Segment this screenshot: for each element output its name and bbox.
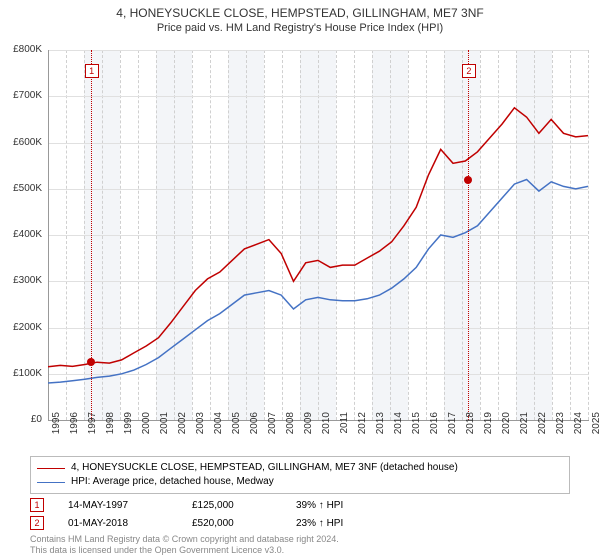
legend-swatch-property: [37, 468, 65, 469]
legend-item-hpi: HPI: Average price, detached house, Medw…: [37, 475, 563, 489]
xtick-label: 2013: [375, 412, 386, 452]
transaction-row: 2 01-MAY-2018 £520,000 23% ↑ HPI: [30, 514, 570, 532]
transaction-vs-hpi: 23% ↑ HPI: [296, 518, 343, 529]
ytick-label: £0: [0, 414, 42, 425]
xtick-label: 2014: [393, 412, 404, 452]
xtick-label: 1995: [51, 412, 62, 452]
xtick-label: 2004: [213, 412, 224, 452]
legend-label-property: 4, HONEYSUCKLE CLOSE, HEMPSTEAD, GILLING…: [71, 461, 458, 475]
chart-subtitle: Price paid vs. HM Land Registry's House …: [0, 22, 600, 34]
xtick-label: 2017: [447, 412, 458, 452]
transaction-marker: 1: [30, 498, 44, 512]
ytick-label: £800K: [0, 44, 42, 55]
xtick-label: 2023: [555, 412, 566, 452]
series-line-property: [48, 108, 588, 367]
xtick-label: 2015: [411, 412, 422, 452]
ytick-label: £400K: [0, 229, 42, 240]
legend-item-property: 4, HONEYSUCKLE CLOSE, HEMPSTEAD, GILLING…: [37, 461, 563, 475]
legend-swatch-hpi: [37, 482, 65, 483]
ytick-label: £600K: [0, 137, 42, 148]
marker-dot: [87, 358, 95, 366]
xtick-label: 2011: [339, 412, 350, 452]
series-line-hpi: [48, 180, 588, 384]
xtick-label: 1999: [123, 412, 134, 452]
ytick-label: £200K: [0, 322, 42, 333]
xtick-label: 2024: [573, 412, 584, 452]
xtick-label: 2001: [159, 412, 170, 452]
xtick-label: 2010: [321, 412, 332, 452]
ytick-label: £500K: [0, 183, 42, 194]
xtick-label: 2008: [285, 412, 296, 452]
xtick-label: 2019: [483, 412, 494, 452]
attribution-text: Contains HM Land Registry data © Crown c…: [30, 534, 339, 556]
xtick-label: 1997: [87, 412, 98, 452]
xtick-label: 2000: [141, 412, 152, 452]
ytick-label: £300K: [0, 275, 42, 286]
xtick-label: 2020: [501, 412, 512, 452]
marker-dot: [464, 176, 472, 184]
chart-plot-area: 12 £0£100K£200K£300K£400K£500K£600K£700K…: [48, 50, 588, 420]
xtick-label: 2007: [267, 412, 278, 452]
xtick-label: 2016: [429, 412, 440, 452]
xtick-label: 2005: [231, 412, 242, 452]
transaction-price: £125,000: [192, 500, 272, 511]
xtick-label: 2022: [537, 412, 548, 452]
chart-title: 4, HONEYSUCKLE CLOSE, HEMPSTEAD, GILLING…: [0, 0, 600, 20]
transaction-date: 14-MAY-1997: [68, 500, 168, 511]
ytick-label: £100K: [0, 368, 42, 379]
xtick-label: 2006: [249, 412, 260, 452]
xtick-label: 2003: [195, 412, 206, 452]
xtick-label: 2002: [177, 412, 188, 452]
marker-label: 1: [85, 64, 99, 78]
transaction-date: 01-MAY-2018: [68, 518, 168, 529]
transaction-vs-hpi: 39% ↑ HPI: [296, 500, 343, 511]
transaction-row: 1 14-MAY-1997 £125,000 39% ↑ HPI: [30, 496, 570, 514]
xtick-label: 2012: [357, 412, 368, 452]
transaction-price: £520,000: [192, 518, 272, 529]
transaction-marker: 2: [30, 516, 44, 530]
xtick-label: 2009: [303, 412, 314, 452]
xtick-label: 2018: [465, 412, 476, 452]
xtick-label: 2021: [519, 412, 530, 452]
chart-lines: [48, 50, 588, 420]
marker-vline: [468, 50, 469, 420]
legend-label-hpi: HPI: Average price, detached house, Medw…: [71, 475, 274, 489]
xtick-label: 2025: [591, 412, 600, 452]
ytick-label: £700K: [0, 90, 42, 101]
transactions-table: 1 14-MAY-1997 £125,000 39% ↑ HPI 2 01-MA…: [30, 496, 570, 532]
marker-label: 2: [462, 64, 476, 78]
legend: 4, HONEYSUCKLE CLOSE, HEMPSTEAD, GILLING…: [30, 456, 570, 494]
xtick-label: 1996: [69, 412, 80, 452]
xtick-label: 1998: [105, 412, 116, 452]
